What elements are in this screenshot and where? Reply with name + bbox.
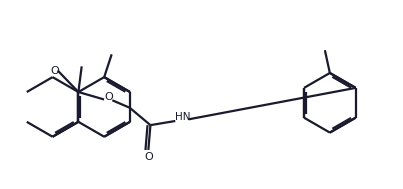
Text: O: O bbox=[50, 66, 59, 76]
Text: O: O bbox=[144, 152, 153, 162]
Text: HN: HN bbox=[175, 112, 191, 122]
Text: O: O bbox=[105, 92, 113, 102]
